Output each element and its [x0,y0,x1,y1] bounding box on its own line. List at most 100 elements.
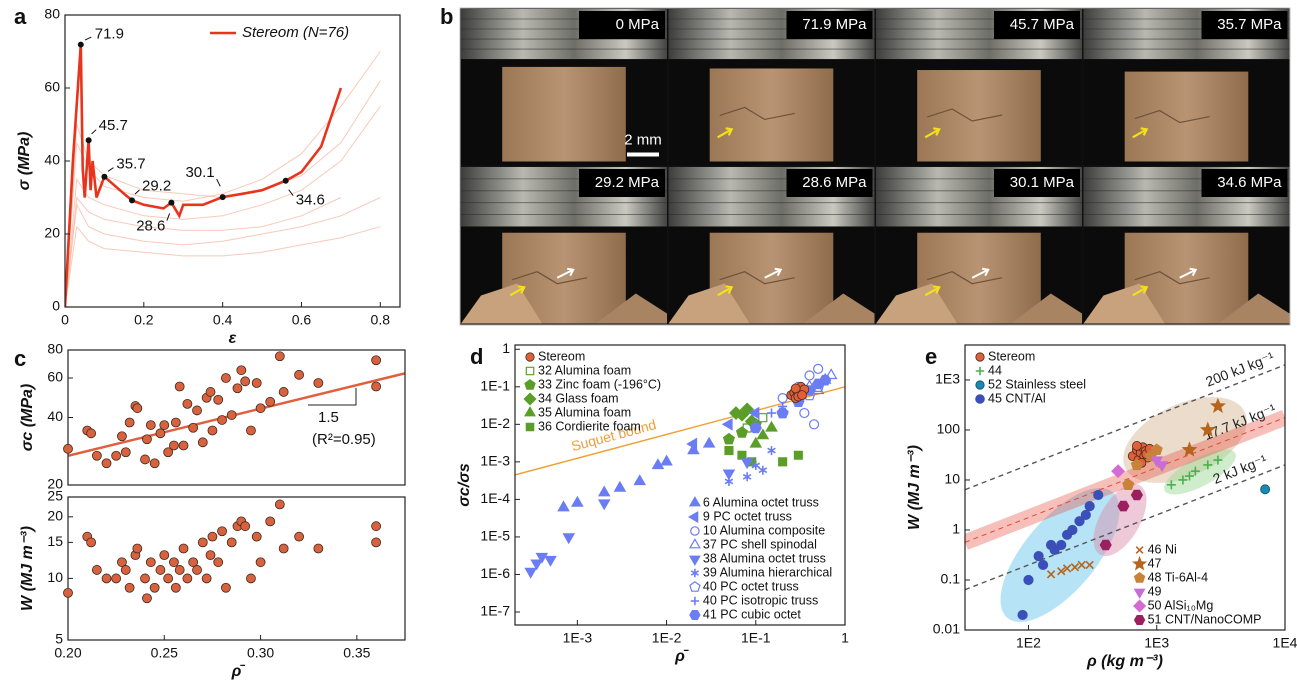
legend-swatch [688,538,701,549]
panel-letter: b [440,4,453,29]
guide-line [965,417,1285,543]
marker [1074,516,1085,527]
marker [1130,458,1143,471]
marker [163,447,174,458]
y-tick-label: 1E-3 [480,453,510,469]
label-box [579,11,665,39]
y-tick-label: 1E-5 [480,528,510,544]
arrow-white [556,267,575,279]
label-box [786,169,873,197]
x-tick-label: 1 [841,630,849,646]
debris [803,293,875,324]
y-tick-label: 60 [47,369,63,385]
marker [804,370,815,381]
marker [735,426,749,438]
x-tick-label: 1E-1 [741,630,771,646]
arrow-yellow [924,285,941,297]
marker [571,495,584,507]
marker [145,557,156,568]
photo-tile: 34.6 MPa [1083,167,1290,324]
marker [197,537,208,548]
y-tick-label: 20 [44,225,60,241]
marker [278,543,289,554]
marker [226,410,237,420]
photo-tile: 28.6 MPa [668,167,875,324]
marker [1099,539,1112,551]
y-tick-label: 1E-1 [480,378,510,394]
y-tick-label: 1E-2 [480,415,510,431]
marker [294,369,304,380]
marker [1080,509,1091,521]
marker [142,434,152,445]
pressure-label: 30.1 MPa [1010,174,1075,191]
legend-swatch [1133,588,1146,599]
x-tick-label: 1E-2 [652,630,682,646]
marker [240,521,251,532]
marker [159,420,170,430]
marker [117,431,127,442]
marker [265,396,276,407]
marker [1070,563,1080,572]
specimen [917,70,1041,162]
x-tick-label: 0.6 [292,312,312,328]
marker [188,557,199,568]
legend-label: 10 Alumina composite [703,523,825,537]
marker [758,465,768,475]
marker [797,390,807,401]
marker [182,398,193,409]
marker [808,419,820,430]
marker [86,537,97,548]
marker [1181,441,1198,457]
background-curve [65,225,381,307]
marker [557,500,570,512]
label-box [994,169,1080,197]
marker [174,565,185,575]
x-tick-label: 0.35 [343,645,370,661]
marker [140,573,150,584]
marker [274,351,285,362]
marker [169,440,179,451]
crack [927,271,1003,285]
arrow-yellow [1132,285,1149,297]
marker [217,526,227,537]
guide-line [515,386,845,476]
annotation-arrow [91,129,97,135]
legend-label: 51 CNT/NanoCOMP [1148,612,1262,626]
legend-swatch [975,352,985,362]
marker [544,555,557,567]
y-tick-label: 80 [44,6,60,22]
legend-label: 41 PC cubic octet [703,607,801,621]
marker [163,573,174,584]
marker [535,552,549,564]
y-tick-label: 0.1 [941,571,961,587]
marker [1077,560,1086,570]
legend-label: 50 AlSi₁₀Mg [1148,598,1214,612]
annotation-label: 28.6 [136,218,165,235]
marker [213,557,224,568]
marker [178,543,189,554]
marker [824,368,838,380]
y-tick-label: 20 [47,508,63,524]
marker [142,593,152,604]
legend-label: 37 PC shell spinodal [703,537,817,551]
marker [159,550,170,561]
y-tick-label: 1E-7 [480,603,510,619]
marker [265,516,276,527]
marker [735,407,749,422]
x-tick-label: 1E4 [1273,635,1297,651]
panel-letter: c [14,346,26,371]
x-tick-label: 0.2 [134,312,154,328]
marker [724,476,734,486]
marker [124,582,135,593]
marker [124,417,135,428]
annotation-label: 34.6 [296,192,325,209]
marker [132,543,143,554]
x-tick-label: 0.8 [371,312,391,328]
marker [111,573,122,584]
marker [213,394,224,405]
legend-swatch [1133,572,1146,583]
legend-label: 45 CNT/Al [988,391,1046,405]
marker [749,422,762,434]
legend-label: 32 Alumina foam [538,363,631,377]
